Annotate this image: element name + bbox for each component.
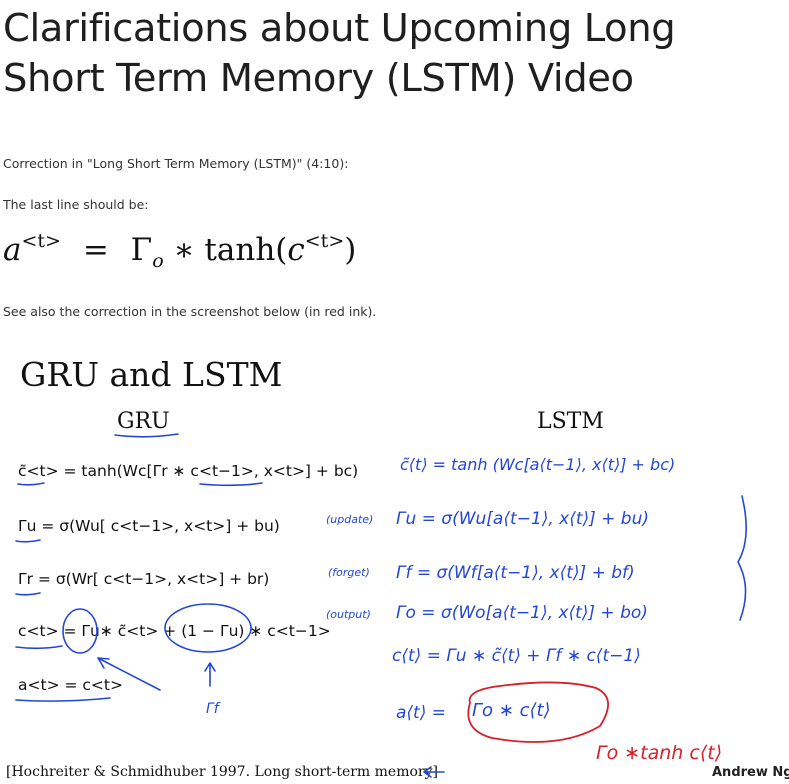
gru-circle-one-minus (164, 603, 252, 653)
eq-lhs-sup: <t> (21, 230, 61, 252)
gru-eq5-underline (15, 697, 111, 702)
lstm-eq-memory: c⟨t⟩ = Γu ∗ c̃⟨t⟩ + Γf ∗ c⟨t−1⟩ (392, 646, 641, 666)
lstm-eq-update: Γu = σ(Wu[a⟨t−1⟩, x⟨t⟩] + bu) (396, 509, 649, 529)
gru-eq1-underline-b (199, 482, 263, 487)
gru-eq2-underline (15, 539, 41, 543)
gru-eq-activation: a<t> = c<t> (18, 676, 123, 694)
citation: [Hochreiter & Schmidhuber 1997. Long sho… (6, 764, 438, 780)
red-circle (467, 681, 609, 743)
gru-gamma-f-note: Γf (206, 701, 221, 717)
gru-eq-candidate: c̃<t> = tanh(Wc[Γr ∗ c<t−1>, x<t>] + bc) (18, 462, 358, 480)
lstm-eq-activation-rhs: Γo ∗ c⟨t⟩ (472, 700, 551, 721)
correction-intro: Correction in "Long Short Term Memory (L… (3, 156, 349, 171)
slide-title: GRU and LSTM (20, 355, 282, 394)
last-line-intro: The last line should be: (3, 197, 149, 212)
corrected-equation: a<t> = Γo ∗ tanh(c<t>) (3, 230, 356, 272)
lstm-eq-output: Γo = σ(Wo[a⟨t−1⟩, x⟨t⟩] + bo) (396, 603, 648, 623)
gru-eq-relevance: Γr = σ(Wr[ c<t−1>, x<t>] + br) (18, 570, 269, 588)
gru-underline (114, 433, 179, 438)
label-output: (output) (326, 608, 371, 621)
lecture-slide-image: GRU and LSTM GRU LSTM c̃<t> = tanh(Wc[Γr… (0, 338, 789, 784)
red-correction: Γo ∗tanh c⟨t⟩ (596, 742, 722, 764)
eq-gamma: Γ (130, 232, 153, 268)
slide-col-lstm: LSTM (537, 409, 604, 434)
eq-lhs: a (3, 232, 22, 268)
gru-eq3-underline (15, 592, 41, 596)
eq-close: ) (344, 232, 357, 268)
lstm-eq-activation-lhs: a⟨t⟩ = (396, 703, 446, 723)
gru-eq-update: Γu = σ(Wu[ c<t−1>, x<t>] + bu) (18, 517, 280, 535)
author: Andrew Ng (712, 765, 789, 780)
label-forget: (forget) (328, 566, 370, 579)
gru-circle-gamma-u (62, 608, 98, 654)
citation-arrow (423, 766, 445, 778)
eq-gamma-sub: o (152, 250, 164, 273)
gru-eq4-underline (15, 645, 63, 650)
lstm-eq-candidate: c̃⟨t⟩ = tanh (Wc[a⟨t−1⟩, x⟨t⟩] + bc) (400, 455, 675, 474)
eq-operator: ∗ tanh( (173, 232, 288, 268)
gru-eq1-underline-a (17, 482, 45, 486)
slide-col-gru: GRU (117, 409, 170, 434)
gru-arrow-2 (204, 662, 216, 687)
page-title: Clarifications about Upcoming Long Short… (3, 6, 676, 101)
lstm-brace (737, 495, 747, 621)
see-also-text: See also the correction in the screensho… (3, 304, 377, 319)
lstm-eq-forget: Γf = σ(Wf[a⟨t−1⟩, x⟨t⟩] + bf) (396, 563, 635, 583)
eq-c-sup: <t> (304, 230, 345, 252)
eq-equals: = (82, 232, 109, 268)
eq-c: c (287, 232, 305, 268)
label-update: (update) (326, 513, 373, 526)
gru-eq-memory: c<t> = Γu∗ c̃<t> + (1 − Γu) ∗ c<t−1> (18, 622, 331, 640)
gru-arrow-1 (97, 657, 161, 691)
